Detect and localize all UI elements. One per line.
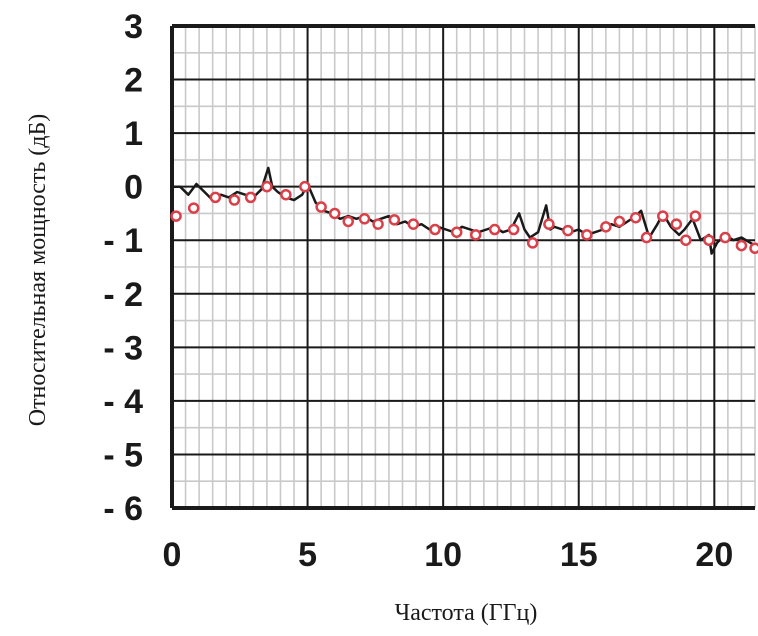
data-point-marker: [261, 180, 273, 193]
data-point-marker: [299, 180, 311, 193]
y-tick-label: 0: [124, 169, 143, 207]
y-tick-label: - 4: [103, 383, 143, 421]
x-tick-label: 20: [695, 536, 733, 574]
data-point-marker: [187, 202, 200, 214]
data-point-marker: [488, 223, 501, 236]
x-tick-label: 0: [163, 536, 182, 574]
y-tick-label: - 5: [103, 436, 143, 474]
data-point-marker: [450, 226, 463, 238]
y-tick-label: - 3: [103, 329, 143, 367]
data-point-marker: [719, 231, 731, 244]
data-point-marker: [328, 207, 341, 220]
data-point-marker: [407, 218, 420, 230]
data-point-marker: [244, 191, 257, 204]
y-axis-label: Относительная мощность (дБ): [25, 114, 51, 427]
y-tick-label: - 2: [103, 276, 143, 314]
data-point-marker: [507, 223, 520, 236]
data-point-marker: [670, 218, 683, 230]
data-point-marker: [735, 239, 748, 252]
data-point-marker: [749, 242, 758, 255]
data-point-marker: [613, 215, 626, 228]
data-series: [170, 166, 758, 255]
data-point-marker: [228, 194, 241, 206]
data-point-marker: [526, 237, 539, 249]
data-point-marker: [388, 214, 401, 226]
data-point-marker: [280, 188, 292, 201]
y-tick-label: 3: [124, 8, 143, 46]
x-tick-label: 10: [424, 536, 462, 574]
data-point-marker: [543, 218, 555, 230]
x-tick-labels: 0 5 10 15 20: [163, 536, 734, 574]
x-tick-label: 15: [560, 536, 598, 574]
data-point-marker: [358, 213, 371, 225]
data-point-marker: [429, 223, 441, 236]
x-tick-label: 5: [298, 536, 317, 574]
y-tick-label: - 1: [103, 222, 143, 260]
data-point-marker: [600, 221, 612, 233]
y-tick-label: - 6: [103, 490, 143, 528]
y-tick-label: 2: [124, 62, 143, 100]
data-point-marker: [657, 210, 669, 222]
data-point-marker: [342, 215, 355, 228]
data-point-marker: [170, 210, 182, 222]
data-point-marker: [689, 210, 702, 222]
data-point-marker: [315, 201, 327, 213]
y-tick-labels: 3 2 1 0 - 1 - 2 - 3 - 4 - 5 - 6: [103, 8, 143, 528]
data-point-marker: [581, 229, 593, 241]
data-point-marker: [562, 224, 574, 237]
data-point-marker: [469, 229, 482, 241]
data-point-marker: [372, 218, 384, 230]
y-tick-label: 1: [124, 115, 143, 153]
data-point-marker: [209, 191, 222, 204]
axes-frame: [170, 24, 755, 510]
data-point-marker: [629, 211, 642, 224]
data-point-marker: [680, 234, 692, 246]
data-point-marker: [640, 231, 653, 244]
data-point-marker: [703, 234, 715, 246]
x-axis-label: Частота (ГГц): [395, 600, 538, 626]
